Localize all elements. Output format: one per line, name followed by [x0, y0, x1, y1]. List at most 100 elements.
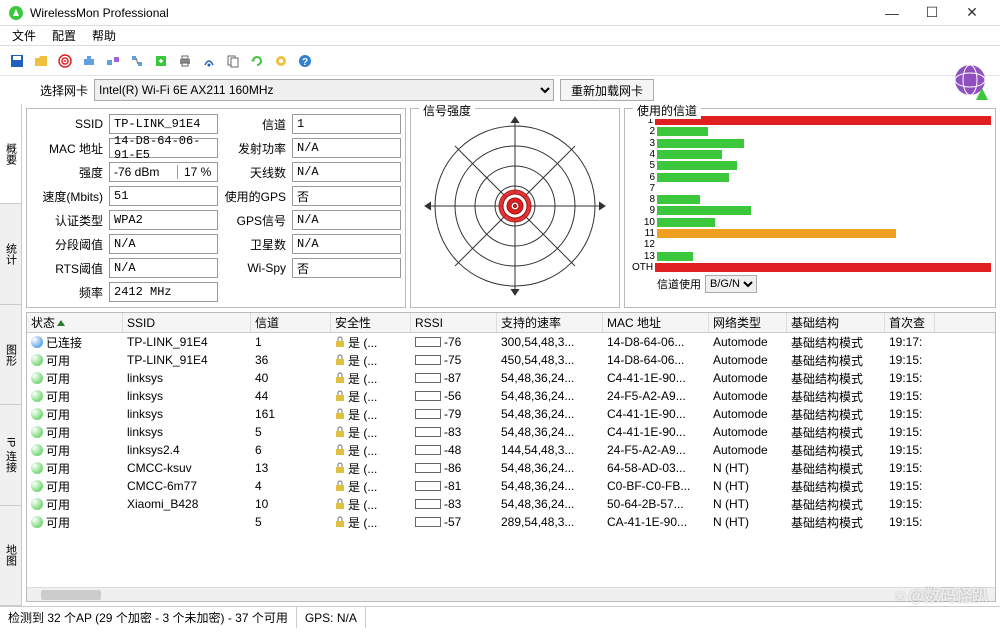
- table-row[interactable]: 已连接TP-LINK_91E41 是 (... -76300,54,48,3..…: [27, 333, 995, 351]
- sidetab-ipconn[interactable]: IP 连接: [0, 405, 21, 505]
- cell-sec: 是 (...: [331, 442, 411, 459]
- table-row[interactable]: 可用5 是 (... -57289,54,48,3...CA-41-1E-90.…: [27, 513, 995, 531]
- channel-usage-box: 使用的信道 12345678910111213OTH 信道使用 B/G/N: [624, 108, 996, 308]
- cell-rates: 300,54,48,3...: [497, 335, 603, 349]
- net3-icon[interactable]: [126, 50, 148, 72]
- reload-adapter-button[interactable]: 重新加载网卡: [560, 79, 654, 101]
- cell-mac: 24-F5-A2-A9...: [603, 389, 709, 403]
- cell-infra: 基础结构模式: [787, 406, 885, 423]
- chan-value: 1: [292, 114, 401, 134]
- channel-bar: [655, 263, 991, 272]
- channel-bar: [657, 218, 715, 227]
- table-row[interactable]: 可用linksys40 是 (... -8754,48,36,24...C4-4…: [27, 369, 995, 387]
- status-dot-icon: [31, 480, 43, 492]
- header-nettype[interactable]: 网络类型: [709, 313, 787, 332]
- target-icon[interactable]: [54, 50, 76, 72]
- header-infra[interactable]: 基础结构: [787, 313, 885, 332]
- header-status[interactable]: 状态: [27, 313, 123, 332]
- cell-chan: 44: [251, 389, 331, 403]
- header-mac[interactable]: MAC 地址: [603, 313, 709, 332]
- copy-icon[interactable]: [222, 50, 244, 72]
- lock-icon: [335, 354, 345, 366]
- adapter-select[interactable]: Intel(R) Wi-Fi 6E AX211 160MHz: [94, 79, 554, 101]
- channel-number: 4: [629, 149, 657, 160]
- cell-seen: 19:15:: [885, 353, 935, 367]
- header-chan[interactable]: 信道: [251, 313, 331, 332]
- table-row[interactable]: 可用CMCC-ksuv13 是 (... -8654,48,36,24...64…: [27, 459, 995, 477]
- list-body[interactable]: 已连接TP-LINK_91E41 是 (... -76300,54,48,3..…: [27, 333, 995, 587]
- signal-strength-box: 信号强度: [410, 108, 620, 308]
- header-ssid[interactable]: SSID: [123, 313, 251, 332]
- channel-number: 10: [629, 217, 657, 228]
- scrollbar-thumb[interactable]: [41, 590, 101, 600]
- cell-rates: 289,54,48,3...: [497, 515, 603, 529]
- cell-chan: 4: [251, 479, 331, 493]
- table-row[interactable]: 可用linksys5 是 (... -8354,48,36,24...C4-41…: [27, 423, 995, 441]
- cell-status: 可用: [27, 460, 123, 477]
- status-dot-icon: [31, 426, 43, 438]
- cell-mac: C0-BF-C0-FB...: [603, 479, 709, 493]
- rssi-bar: [415, 391, 441, 401]
- header-rssi[interactable]: RSSI: [411, 313, 497, 332]
- antenna-label: 天线数: [222, 164, 288, 181]
- channel-mode-select[interactable]: B/G/N: [705, 275, 757, 293]
- sidetab-graph[interactable]: 图形: [0, 305, 21, 405]
- open-icon[interactable]: [30, 50, 52, 72]
- cell-chan: 161: [251, 407, 331, 421]
- cell-sec: 是 (...: [331, 460, 411, 477]
- table-row[interactable]: 可用Xiaomi_B42810 是 (... -8354,48,36,24...…: [27, 495, 995, 513]
- menu-config[interactable]: 配置: [44, 25, 84, 46]
- cell-rssi: -83: [411, 497, 497, 511]
- minimize-button[interactable]: —: [872, 0, 912, 26]
- cell-status: 可用: [27, 388, 123, 405]
- table-row[interactable]: 可用linksys161 是 (... -7954,48,36,24...C4-…: [27, 405, 995, 423]
- cell-nettype: Automode: [709, 425, 787, 439]
- settings-icon[interactable]: [270, 50, 292, 72]
- maximize-button[interactable]: ☐: [912, 0, 952, 26]
- channel-number: 11: [629, 228, 657, 239]
- cell-nettype: N (HT): [709, 479, 787, 493]
- wispy-label: Wi-Spy: [222, 261, 288, 275]
- signal-label: 信号强度: [419, 102, 475, 119]
- sidetab-map[interactable]: 地图: [0, 506, 21, 606]
- channel-bar: [657, 206, 751, 215]
- horizontal-scrollbar[interactable]: [27, 587, 995, 601]
- sidetab-summary[interactable]: 概要: [0, 104, 21, 204]
- table-row[interactable]: 可用TP-LINK_91E436 是 (... -75450,54,48,3..…: [27, 351, 995, 369]
- adapter-row: 选择网卡 Intel(R) Wi-Fi 6E AX211 160MHz 重新加载…: [0, 76, 1000, 104]
- channel-row: 2: [629, 126, 991, 137]
- net1-icon[interactable]: [78, 50, 100, 72]
- channel-rows: 12345678910111213OTH: [629, 115, 991, 273]
- speed-label: 速度(Mbits): [31, 188, 105, 205]
- scan-icon[interactable]: [198, 50, 220, 72]
- cell-infra: 基础结构模式: [787, 334, 885, 351]
- menu-help[interactable]: 帮助: [84, 25, 124, 46]
- close-button[interactable]: ✕: [952, 0, 992, 26]
- status-dot-icon: [31, 516, 43, 528]
- txpower-label: 发射功率: [222, 140, 288, 157]
- header-sec[interactable]: 安全性: [331, 313, 411, 332]
- table-row[interactable]: 可用CMCC-6m774 是 (... -8154,48,36,24...C0-…: [27, 477, 995, 495]
- speed-value: 51: [109, 186, 218, 206]
- header-rates[interactable]: 支持的速率: [497, 313, 603, 332]
- cell-rates: 54,48,36,24...: [497, 479, 603, 493]
- cell-nettype: N (HT): [709, 515, 787, 529]
- cell-rssi: -87: [411, 371, 497, 385]
- help-icon[interactable]: ?: [294, 50, 316, 72]
- menu-file[interactable]: 文件: [4, 25, 44, 46]
- cell-seen: 19:15:: [885, 461, 935, 475]
- frag-value: N/A: [109, 234, 218, 254]
- net2-icon[interactable]: [102, 50, 124, 72]
- workarea: 概要 统计 图形 IP 连接 地图 SSID TP-LINK_91E4 信道 1…: [0, 104, 1000, 606]
- table-row[interactable]: 可用linksys2.46 是 (... -48144,54,48,3...24…: [27, 441, 995, 459]
- header-seen[interactable]: 首次查: [885, 313, 935, 332]
- wispy-value: 否: [292, 258, 401, 278]
- export-icon[interactable]: [150, 50, 172, 72]
- print-icon[interactable]: [174, 50, 196, 72]
- cell-status: 可用: [27, 514, 123, 531]
- save-icon[interactable]: [6, 50, 28, 72]
- table-row[interactable]: 可用linksys44 是 (... -5654,48,36,24...24-F…: [27, 387, 995, 405]
- sidetab-stats[interactable]: 统计: [0, 204, 21, 304]
- cell-seen: 19:15:: [885, 497, 935, 511]
- refresh-icon[interactable]: [246, 50, 268, 72]
